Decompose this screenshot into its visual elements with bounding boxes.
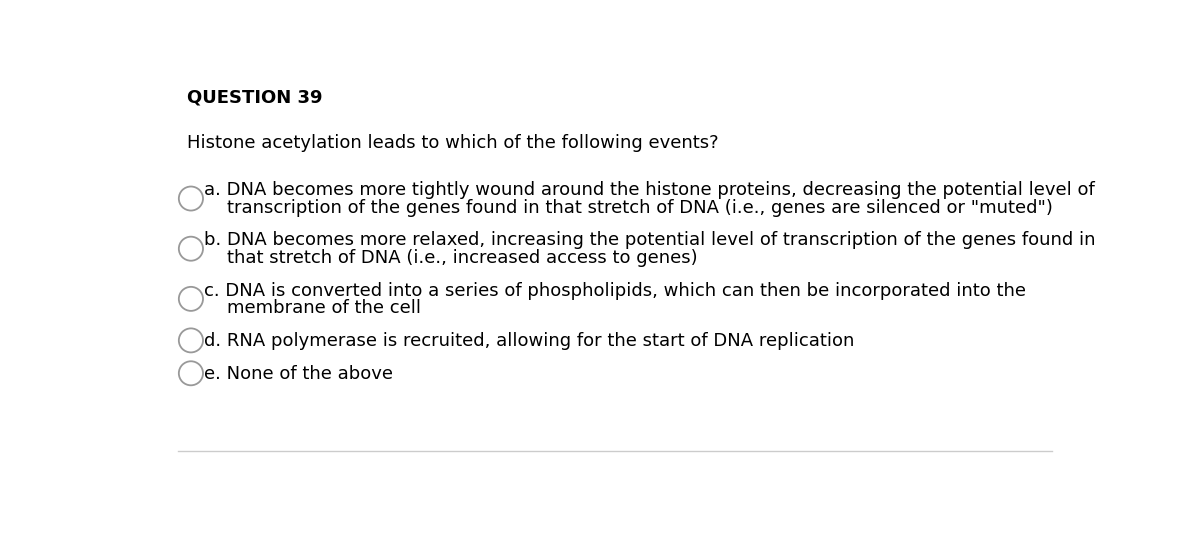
Text: c. DNA is converted into a series of phospholipids, which can then be incorporat: c. DNA is converted into a series of pho… xyxy=(204,281,1026,300)
Text: e. None of the above: e. None of the above xyxy=(204,365,392,383)
Text: d. RNA polymerase is recruited, allowing for the start of DNA replication: d. RNA polymerase is recruited, allowing… xyxy=(204,332,854,350)
Text: Histone acetylation leads to which of the following events?: Histone acetylation leads to which of th… xyxy=(187,134,719,152)
Text: a. DNA becomes more tightly wound around the histone proteins, decreasing the po: a. DNA becomes more tightly wound around… xyxy=(204,181,1094,199)
Text: QUESTION 39: QUESTION 39 xyxy=(187,89,323,107)
Text: membrane of the cell: membrane of the cell xyxy=(204,299,421,317)
Text: that stretch of DNA (i.e., increased access to genes): that stretch of DNA (i.e., increased acc… xyxy=(204,249,697,266)
Text: b. DNA becomes more relaxed, increasing the potential level of transcription of : b. DNA becomes more relaxed, increasing … xyxy=(204,231,1096,249)
Text: transcription of the genes found in that stretch of DNA (i.e., genes are silence: transcription of the genes found in that… xyxy=(204,199,1052,216)
